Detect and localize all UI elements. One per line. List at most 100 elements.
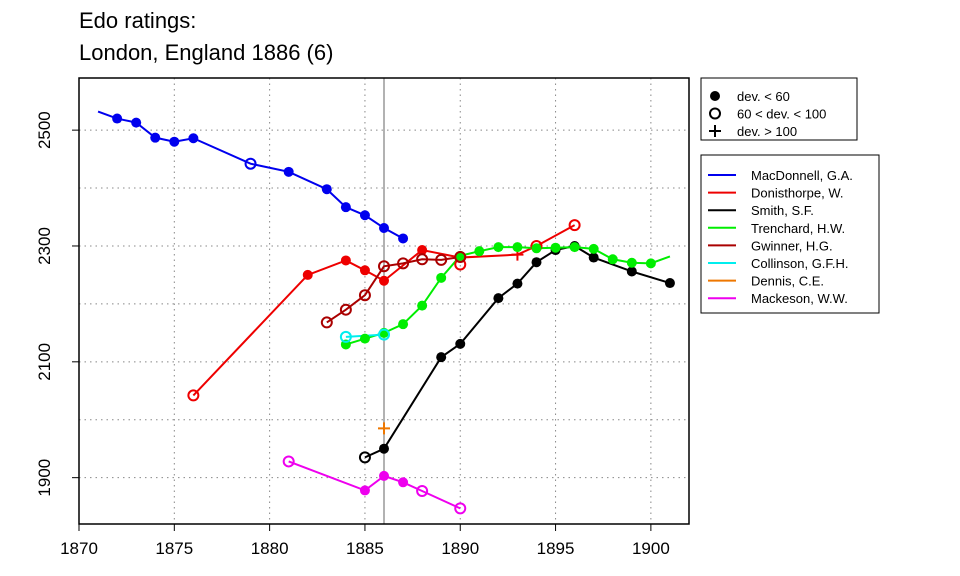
legend-label: dev. > 100 xyxy=(737,124,797,139)
legend-label: dev. < 60 xyxy=(737,89,790,104)
data-point xyxy=(112,113,123,124)
data-point xyxy=(398,319,409,330)
data-point xyxy=(531,257,542,268)
x-tick-label: 1885 xyxy=(346,539,384,558)
data-point xyxy=(321,184,332,195)
data-point xyxy=(359,333,370,344)
x-tick-label: 1880 xyxy=(251,539,289,558)
data-point xyxy=(339,330,352,343)
y-axis: 1900 2100 2300 2500 xyxy=(35,111,79,497)
legend-label: Gwinner, H.G. xyxy=(751,238,833,253)
data-point xyxy=(436,272,447,283)
legend-marker xyxy=(709,125,721,137)
data-point xyxy=(379,443,389,454)
y-tick-label: 2500 xyxy=(35,111,54,149)
data-point xyxy=(340,202,351,213)
legend-label: Dennis, C.E. xyxy=(751,274,824,289)
data-point xyxy=(550,242,561,253)
data-point xyxy=(474,246,485,257)
data-point xyxy=(398,233,409,244)
data-point xyxy=(435,253,448,266)
series-markers xyxy=(112,113,675,515)
data-point xyxy=(187,389,200,402)
data-point xyxy=(512,242,523,253)
legend-label: MacDonnell, G.A. xyxy=(751,168,853,183)
data-point xyxy=(588,252,599,263)
series-legend: MacDonnell, G.A. Donisthorpe, W. Smith, S.… xyxy=(700,154,880,314)
series-line xyxy=(288,460,461,510)
data-point xyxy=(169,136,180,147)
data-point xyxy=(531,243,542,254)
series-line xyxy=(345,246,671,346)
x-axis: 1870 1875 1880 1885 1890 1895 1900 xyxy=(60,523,670,558)
series-line xyxy=(326,255,461,324)
data-point xyxy=(131,117,142,128)
marker-legend: dev. < 60 60 < dev. < 100 dev. > 100 xyxy=(700,77,858,141)
legend-label: 60 < dev. < 100 xyxy=(737,107,826,122)
x-tick-label: 1870 xyxy=(60,539,98,558)
x-tick-label: 1875 xyxy=(155,539,193,558)
data-point xyxy=(454,250,467,263)
data-point xyxy=(417,300,428,311)
x-tick-label: 1890 xyxy=(441,539,479,558)
legend-label: Smith, S.F. xyxy=(751,203,814,218)
data-point xyxy=(302,269,313,280)
data-point xyxy=(244,157,257,170)
data-point xyxy=(359,210,370,221)
chart-title-line-1: Edo ratings: xyxy=(79,8,197,33)
x-tick-label: 1895 xyxy=(537,539,575,558)
data-point xyxy=(358,289,371,302)
chart-title-line-2: London, England 1886 (6) xyxy=(79,40,334,65)
data-point xyxy=(283,166,294,177)
data-point xyxy=(626,266,637,277)
y-tick-label: 2300 xyxy=(35,227,54,265)
data-point xyxy=(358,451,371,464)
legend-label: Collinson, G.F.H. xyxy=(751,256,849,271)
data-point xyxy=(379,470,389,481)
data-point xyxy=(378,422,390,435)
data-point xyxy=(512,278,523,289)
data-point xyxy=(416,484,429,497)
data-point xyxy=(569,242,580,253)
legend-marker xyxy=(710,91,720,101)
series-legend-box xyxy=(700,154,880,314)
data-point xyxy=(378,328,390,341)
data-point xyxy=(416,253,429,266)
data-point xyxy=(397,257,410,270)
data-point xyxy=(398,477,409,488)
legend-label: Donisthorpe, W. xyxy=(751,186,844,201)
data-point xyxy=(493,242,504,253)
series-line xyxy=(364,244,671,459)
marker-legend-box xyxy=(700,77,858,141)
data-point xyxy=(188,133,199,144)
data-point xyxy=(607,254,618,265)
data-point xyxy=(568,219,581,232)
data-point xyxy=(359,485,370,496)
data-point xyxy=(379,275,389,286)
data-point xyxy=(493,293,504,304)
x-tick-label: 1900 xyxy=(632,539,670,558)
data-point xyxy=(359,265,370,276)
data-point xyxy=(417,245,428,256)
data-point xyxy=(436,352,447,363)
data-point xyxy=(626,257,637,268)
data-point xyxy=(454,502,467,515)
data-point xyxy=(664,278,675,289)
y-tick-label: 1900 xyxy=(35,459,54,497)
data-point xyxy=(588,243,599,254)
data-point xyxy=(339,303,352,316)
data-point xyxy=(379,223,389,234)
data-point xyxy=(150,132,161,143)
data-point xyxy=(378,260,390,273)
series-line xyxy=(192,224,576,397)
y-tick-label: 2100 xyxy=(35,343,54,381)
legend-label: Mackeson, W.W. xyxy=(751,291,848,306)
data-point xyxy=(645,258,656,269)
data-point xyxy=(340,255,351,266)
data-point xyxy=(455,338,466,349)
legend-label: Trenchard, H.W. xyxy=(751,221,845,236)
data-point xyxy=(282,455,295,468)
legend-marker xyxy=(709,107,721,120)
data-point xyxy=(320,316,333,329)
